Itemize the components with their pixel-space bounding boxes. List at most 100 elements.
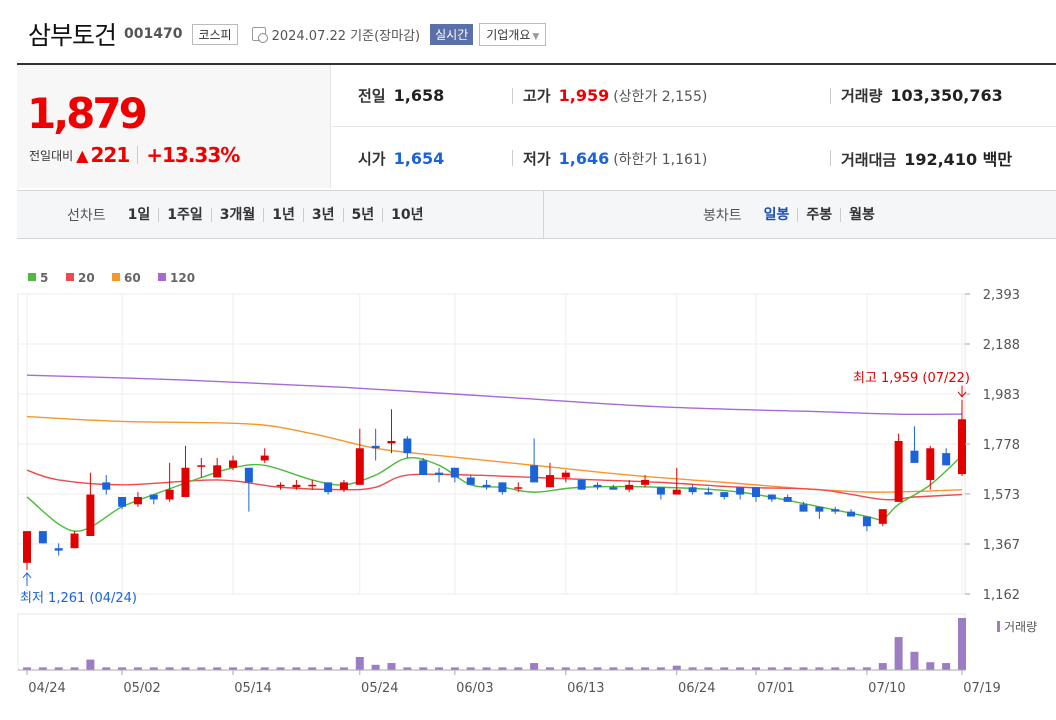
candle-body — [70, 533, 79, 549]
candle-body — [593, 484, 602, 488]
volume-bar — [371, 664, 380, 670]
candle-body — [656, 487, 665, 495]
prev-close-label: 전일 — [358, 87, 386, 105]
candle — [419, 458, 428, 476]
volume-bar — [593, 667, 602, 670]
volume-bar — [133, 667, 142, 670]
turnover-value: 192,410 백만 — [904, 150, 1013, 169]
candle — [799, 501, 808, 512]
ma120-line — [26, 374, 963, 416]
quote-row-2: 시가 1,654 저가 1,646 (하한가 1,161) 거래대금 192,4… — [332, 127, 1056, 189]
volume-legend-swatch — [997, 621, 1000, 632]
volume-bar — [894, 637, 903, 670]
candle-body — [229, 460, 238, 468]
tab-monthly[interactable]: 월봉 — [840, 207, 883, 222]
prev-close: 전일 1,658 — [358, 85, 444, 106]
candle-body — [530, 465, 539, 483]
volume-bar — [118, 667, 127, 670]
candle-body — [704, 492, 713, 495]
candle — [862, 516, 871, 532]
candle — [783, 494, 792, 502]
candle-body — [482, 484, 491, 488]
candle — [815, 506, 824, 519]
candle-body — [292, 484, 301, 488]
tab-10y[interactable]: 10년 — [382, 207, 431, 222]
volume-bar — [942, 663, 951, 670]
candle-body — [308, 484, 317, 487]
prev-close-value: 1,658 — [393, 86, 445, 105]
volume-bar — [70, 667, 79, 670]
change-label: 전일대비 — [29, 148, 74, 163]
candle — [545, 462, 554, 488]
turnover-label: 거래대금 — [841, 151, 897, 169]
volume-bar — [656, 667, 665, 670]
candle-body — [910, 450, 919, 463]
candle — [133, 492, 142, 507]
tab-1w[interactable]: 1주일 — [158, 207, 211, 222]
company-overview-button[interactable]: 기업개요 ▼ — [479, 22, 547, 46]
clock-icon — [251, 27, 268, 43]
tab-1y[interactable]: 1년 — [263, 207, 303, 222]
divider — [512, 88, 513, 104]
candle-body — [102, 482, 111, 490]
candle-body — [339, 482, 348, 490]
candle-body — [577, 479, 586, 490]
date-text: 2024.07.22 기준(장마감) — [271, 28, 421, 44]
realtime-button[interactable]: 실시간 — [430, 23, 474, 45]
candle-body — [847, 511, 856, 517]
candle — [213, 458, 222, 478]
candle-body — [165, 489, 174, 500]
volume-bar — [545, 667, 554, 670]
candle-body — [514, 487, 523, 489]
tab-daily[interactable]: 일봉 — [763, 206, 790, 223]
volume-bar — [419, 667, 428, 670]
candle — [751, 487, 760, 502]
candle — [387, 409, 396, 454]
candle-body — [450, 467, 459, 478]
volume-bar — [308, 667, 317, 670]
candle — [403, 436, 412, 459]
candle — [197, 458, 206, 478]
tab-5y[interactable]: 5년 — [342, 207, 383, 222]
tab-weekly[interactable]: 주봉 — [797, 207, 840, 222]
open-label: 시가 — [358, 149, 386, 168]
divider — [830, 150, 831, 166]
volume-bar — [86, 659, 95, 670]
candle — [767, 494, 776, 502]
tab-1d[interactable]: 1일 — [127, 206, 151, 223]
volume-bar — [704, 667, 713, 670]
divider — [830, 88, 831, 104]
candle-body — [23, 531, 31, 563]
candle-body — [419, 460, 428, 476]
tab-3m[interactable]: 3개월 — [210, 207, 264, 222]
candle-body — [86, 494, 95, 536]
volume-bar — [339, 667, 348, 670]
candle-body — [561, 472, 570, 478]
volume-bar — [926, 662, 935, 670]
turnover: 거래대금 192,410 백만 — [841, 146, 1012, 170]
price-chart[interactable]: 5 20 60 120 2,393 2,188 1,983 1,778 1,573 1,367 1… — [0, 250, 1056, 720]
tab-3y[interactable]: 3년 — [302, 207, 343, 222]
divider — [512, 150, 513, 166]
candle — [625, 479, 634, 493]
candle — [736, 487, 745, 500]
candle — [609, 484, 618, 490]
x-tick-label: 07/19 — [963, 681, 1000, 696]
candle — [958, 399, 966, 477]
legend-swatch-5 — [28, 273, 36, 281]
candle — [292, 479, 301, 490]
candle-body — [894, 440, 903, 502]
candle — [54, 543, 63, 556]
volume-bar — [149, 667, 158, 670]
candle-body — [720, 492, 729, 498]
volume-legend-label: 거래량 — [1004, 620, 1037, 634]
candle — [498, 482, 507, 495]
candle — [260, 448, 269, 463]
volume-bar — [387, 663, 396, 670]
candle-body — [387, 440, 396, 444]
open-value: 1,654 — [393, 148, 445, 168]
chevron-down-icon: ▼ — [532, 31, 540, 42]
x-tick-label: 06/03 — [456, 681, 493, 696]
volume-bar — [767, 667, 776, 670]
candle-body — [371, 445, 380, 449]
